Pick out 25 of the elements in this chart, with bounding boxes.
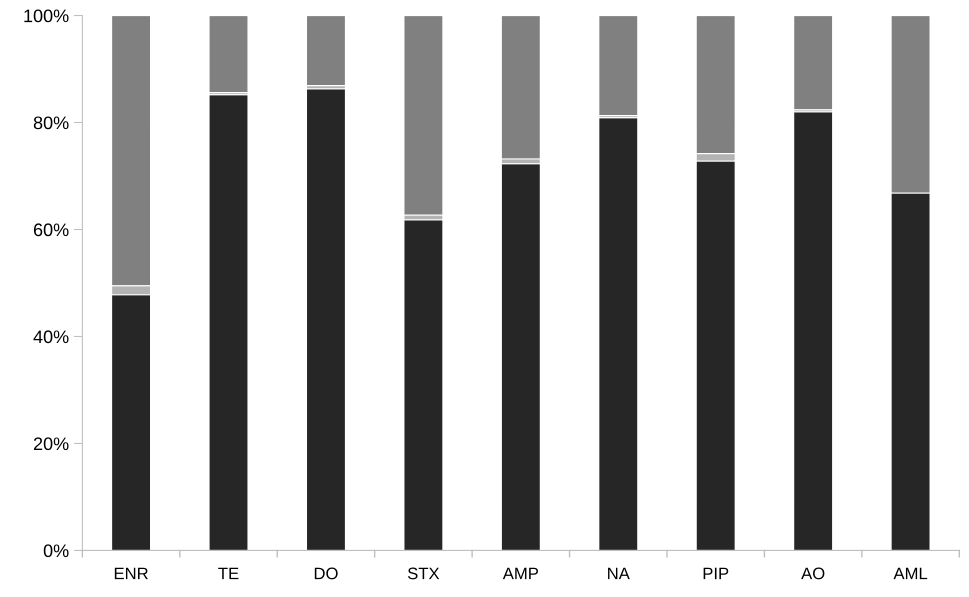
x-tick-label: AO	[801, 568, 824, 580]
x-tick-label: STX	[408, 568, 440, 580]
bar	[598, 16, 638, 116]
bar	[598, 117, 638, 550]
y-tick-label: 20%	[34, 437, 69, 450]
x-tick-label: DO	[314, 568, 338, 580]
x-tick-label: PIP	[704, 568, 728, 580]
x-tick-label: NA	[608, 568, 630, 580]
bar	[500, 163, 541, 550]
x-tick-label: ENR	[114, 568, 148, 580]
y-tick-label: 0%	[44, 544, 69, 558]
y-tick-label: 60%	[34, 223, 69, 236]
y-tick-label: 40%	[33, 330, 69, 344]
x-tick-label: TE	[218, 568, 238, 580]
bar	[793, 16, 834, 110]
bar	[208, 94, 249, 550]
x-tick-label: AML	[893, 568, 928, 580]
y-tick-label: 80%	[34, 116, 69, 130]
bar	[403, 219, 444, 550]
bar	[793, 111, 834, 550]
x-tick-label: AMP	[502, 568, 538, 580]
bar	[208, 16, 249, 94]
y-tick-label: 100%	[24, 9, 69, 22]
bar	[306, 16, 346, 86]
bar	[306, 88, 346, 550]
